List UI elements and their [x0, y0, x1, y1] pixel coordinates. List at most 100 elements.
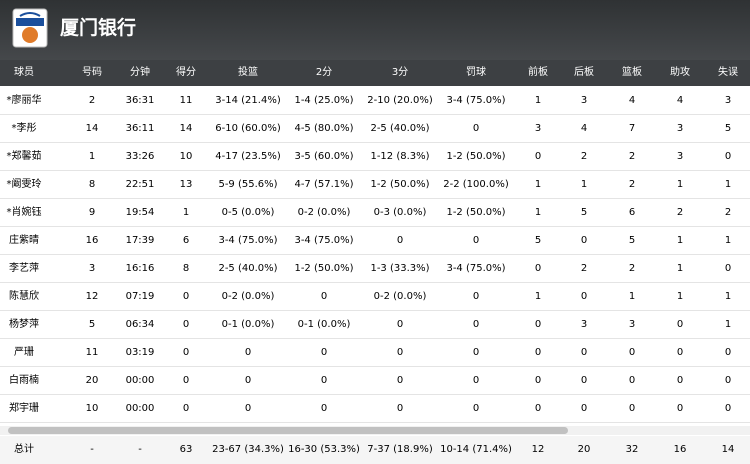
- stat-cell: 1: [534, 179, 542, 190]
- stat-cell: 11: [85, 347, 99, 358]
- stat-cell: 1: [580, 179, 588, 190]
- stat-cell: 0: [676, 319, 684, 330]
- stat-cell: 0-1 (0.0%): [297, 319, 351, 330]
- stat-cell: 0: [534, 263, 542, 274]
- stat-cell: 2-5 (40.0%): [218, 263, 278, 274]
- column-header: 2分: [315, 67, 333, 78]
- stat-cell: 33:26: [125, 151, 155, 162]
- stat-cell: 4: [628, 95, 636, 106]
- stat-cell: 0: [628, 347, 636, 358]
- stat-cell: 0: [724, 151, 732, 162]
- stat-cell: 6: [182, 235, 190, 246]
- column-header: 3分: [391, 67, 409, 78]
- stat-cell: 1-2 (50.0%): [446, 151, 506, 162]
- stat-cell: 0: [182, 403, 190, 414]
- stat-cell: 0: [472, 347, 480, 358]
- stat-cell: 2: [628, 263, 636, 274]
- total-cell: 20: [577, 444, 591, 455]
- column-header: 号码: [82, 67, 102, 78]
- stat-cell: 0: [182, 319, 190, 330]
- total-cell: 14: [721, 444, 735, 455]
- stat-cell: 20: [85, 375, 99, 386]
- player-name: 郑宇珊: [9, 403, 39, 414]
- stat-cell: 3-4 (75.0%): [294, 235, 354, 246]
- total-cell: -: [90, 444, 94, 455]
- player-name: *肖婉钰: [6, 207, 42, 218]
- stat-cell: 0-2 (0.0%): [297, 207, 351, 218]
- stat-cell: 3-5 (60.0%): [294, 151, 354, 162]
- stat-cell: 0: [472, 291, 480, 302]
- stat-cell: 22:51: [125, 179, 155, 190]
- stat-cell: 1: [182, 207, 190, 218]
- stat-cell: 1: [628, 291, 636, 302]
- total-cell: 总计: [14, 444, 34, 455]
- stat-cell: 3: [88, 263, 96, 274]
- stat-cell: 10: [179, 151, 193, 162]
- stat-cell: 4-17 (23.5%): [215, 151, 281, 162]
- table-row: [0, 339, 750, 367]
- stat-cell: 1-4 (25.0%): [294, 95, 354, 106]
- stat-cell: 7: [628, 123, 636, 134]
- column-header: 后板: [574, 67, 594, 78]
- stat-cell: 0: [472, 319, 480, 330]
- team-title: 厦门银行: [60, 17, 137, 39]
- player-name: 严珊: [14, 347, 34, 358]
- stat-cell: 1: [724, 235, 732, 246]
- stat-cell: 1: [676, 263, 684, 274]
- header-bar: [0, 0, 750, 60]
- stat-cell: 1: [676, 291, 684, 302]
- stat-cell: 1: [88, 151, 96, 162]
- stat-cell: 2: [580, 263, 588, 274]
- stat-cell: 8: [88, 179, 96, 190]
- stat-cell: 14: [179, 123, 193, 134]
- stat-cell: 0-3 (0.0%): [373, 207, 427, 218]
- stat-cell: 0: [580, 347, 588, 358]
- table-row: [0, 395, 750, 423]
- stat-cell: 1: [534, 291, 542, 302]
- stat-cell: 12: [85, 291, 99, 302]
- stat-cell: 3: [628, 319, 636, 330]
- stat-cell: 9: [88, 207, 96, 218]
- column-header: 前板: [528, 67, 548, 78]
- stat-cell: 4: [676, 95, 684, 106]
- stat-cell: 0: [472, 403, 480, 414]
- stat-cell: 5: [580, 207, 588, 218]
- stat-cell: 0: [676, 403, 684, 414]
- stat-cell: 3: [676, 123, 684, 134]
- player-name: *廖丽华: [6, 95, 42, 106]
- stat-cell: 0: [320, 347, 328, 358]
- table-row: [0, 115, 750, 143]
- stat-cell: 3-4 (75.0%): [446, 263, 506, 274]
- stat-cell: 0: [676, 375, 684, 386]
- column-header: 助攻: [670, 67, 690, 78]
- total-cell: 32: [625, 444, 639, 455]
- stat-cell: 00:00: [125, 375, 155, 386]
- stat-cell: 0: [182, 375, 190, 386]
- column-header: 分钟: [130, 67, 150, 78]
- stat-cell: 2: [88, 95, 96, 106]
- total-cell: 16: [673, 444, 687, 455]
- stat-cell: 0: [724, 347, 732, 358]
- stat-cell: 3: [724, 95, 732, 106]
- stat-cell: 0: [534, 375, 542, 386]
- stat-cell: 6: [628, 207, 636, 218]
- stat-cell: 1: [724, 179, 732, 190]
- total-row: [0, 436, 750, 464]
- team-logo: [12, 8, 48, 48]
- stat-cell: 3: [580, 319, 588, 330]
- stat-cell: 0: [534, 319, 542, 330]
- scrollbar-thumb[interactable]: [8, 427, 568, 434]
- stat-cell: 5: [724, 123, 732, 134]
- stat-cell: 1-2 (50.0%): [446, 207, 506, 218]
- stat-cell: 0-1 (0.0%): [221, 319, 275, 330]
- stat-cell: 0: [580, 291, 588, 302]
- stat-cell: 0-5 (0.0%): [221, 207, 275, 218]
- stat-cell: 0: [724, 403, 732, 414]
- table-row: [0, 283, 750, 311]
- total-cell: 23-67 (34.3%): [212, 444, 284, 455]
- stat-cell: 0: [472, 235, 480, 246]
- player-name: 白雨楠: [9, 375, 39, 386]
- total-cell: 10-14 (71.4%): [440, 444, 512, 455]
- stat-cell: 0-2 (0.0%): [373, 291, 427, 302]
